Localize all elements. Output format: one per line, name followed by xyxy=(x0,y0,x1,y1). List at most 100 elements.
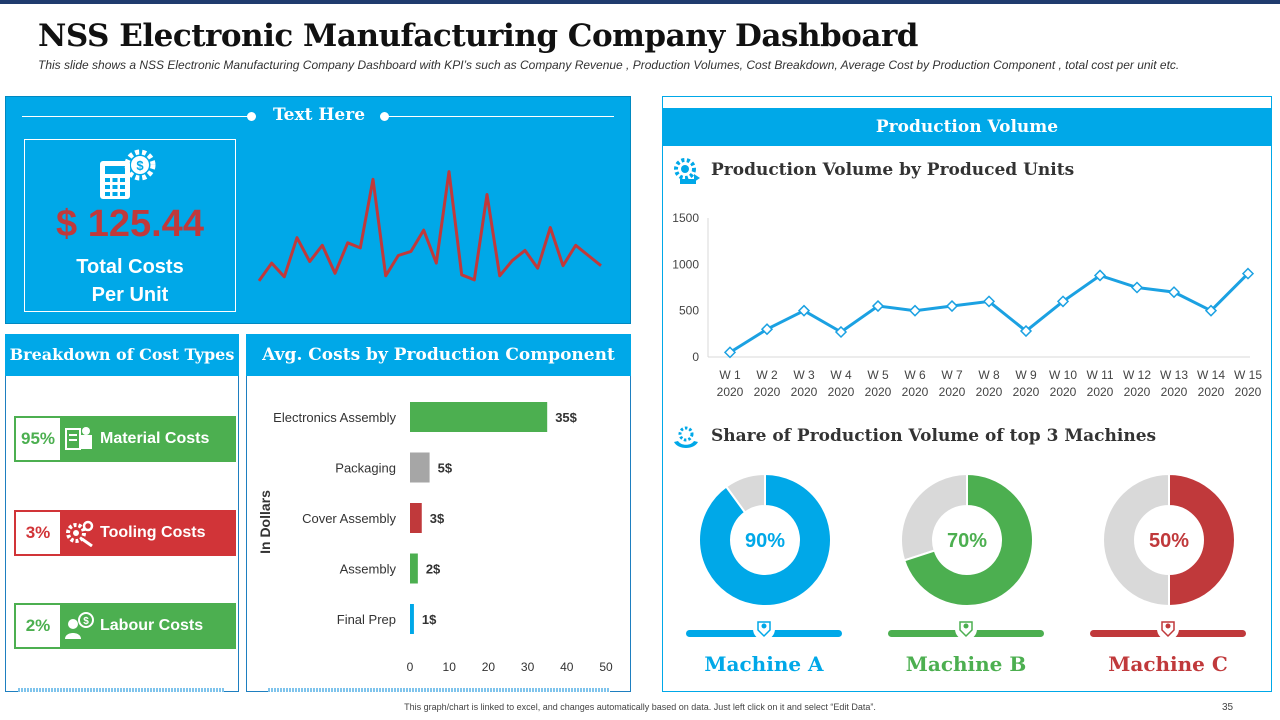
line-x-tick-year: 2020 xyxy=(1235,385,1262,399)
bar-x-tick: 30 xyxy=(521,660,535,674)
donut-share-slice xyxy=(698,472,832,607)
line-y-tick: 1000 xyxy=(672,257,699,271)
line-x-tick-year: 2020 xyxy=(717,385,744,399)
donut-percent-label: 50% xyxy=(1149,530,1189,552)
svg-text:$: $ xyxy=(136,158,144,173)
page-title: NSS Electronic Manufacturing Company Das… xyxy=(38,18,918,54)
line-point xyxy=(1056,295,1070,308)
kpi-box xyxy=(24,139,236,312)
avg-costs-heading: Avg. Costs by Production Component xyxy=(262,345,615,365)
line-point xyxy=(1019,324,1033,338)
cost-type-percent: 95% xyxy=(16,418,60,460)
line-point xyxy=(834,325,848,339)
bar-x-tick: 10 xyxy=(443,660,457,674)
heading-rule-left xyxy=(22,116,252,117)
cost-type-labour: 2% $ Labour Costs xyxy=(14,603,236,649)
line-point xyxy=(871,299,885,313)
total-cost-label-line1: Total Costs xyxy=(76,256,184,278)
donut-percent-label: 70% xyxy=(947,530,987,552)
production-header xyxy=(662,108,1272,146)
donut-share-slice xyxy=(902,472,1034,607)
breakdown-header xyxy=(5,334,239,376)
line-x-tick-week: W 12 xyxy=(1123,368,1151,382)
machine-a-label: Machine A xyxy=(704,652,824,676)
bar-y-axis-label: In Dollars xyxy=(257,490,273,554)
machine-icon-dot xyxy=(963,623,969,629)
line-x-tick-week: W 14 xyxy=(1197,368,1225,382)
line-x-tick-week: W 7 xyxy=(941,368,963,382)
line-x-tick-week: W 15 xyxy=(1234,368,1262,382)
total-cost-value: $ 125.44 xyxy=(56,203,204,245)
cost-type-tooling: 3% Tooling Costs xyxy=(14,510,236,556)
production-heading: Production Volume xyxy=(875,117,1059,137)
line-x-tick-year: 2020 xyxy=(1198,385,1225,399)
bar-category-label: Electronics Assembly xyxy=(273,410,396,425)
line-point xyxy=(908,304,922,317)
bar-value-label: 35$ xyxy=(555,410,577,425)
production-line-chart: 0 500 1000 1500 W 1 2020 W 2 2020 W 3 2020 W 4 2020… xyxy=(672,211,1262,399)
cost-type-percent: 3% xyxy=(16,512,60,554)
worker-coin-icon: $ xyxy=(65,612,94,639)
heading-dot-right xyxy=(380,112,389,121)
line-x-tick-year: 2020 xyxy=(828,385,855,399)
avg-costs-bar-chart: In Dollars Electronics Assembly 35$ Packag… xyxy=(257,402,613,674)
line-x-tick-year: 2020 xyxy=(939,385,966,399)
bar-category-label: Cover Assembly xyxy=(302,511,396,526)
line-x-tick-year: 2020 xyxy=(902,385,929,399)
line-x-tick-week: W 9 xyxy=(1015,368,1037,382)
line-x-tick-week: W 8 xyxy=(978,368,1000,382)
heading-rule-right xyxy=(386,116,614,117)
line-x-tick-week: W 2 xyxy=(756,368,778,382)
breakdown-heading: Breakdown of Cost Types xyxy=(9,345,235,364)
line-x-tick-year: 2020 xyxy=(1087,385,1114,399)
bar-x-tick: 40 xyxy=(560,660,574,674)
line-x-tick-year: 2020 xyxy=(1050,385,1077,399)
footer-note: This graph/chart is linked to excel, and… xyxy=(404,702,876,712)
machine-icon-dot xyxy=(1165,623,1171,629)
bar-2 xyxy=(410,452,430,483)
total-cost-panel xyxy=(5,96,631,324)
machine-icon xyxy=(757,621,771,638)
machine-share-donuts: 90% 70% 50% xyxy=(686,472,1246,640)
cost-type-material: 95% Material Costs xyxy=(14,416,236,462)
line-point xyxy=(982,295,996,308)
donut-remainder-slice xyxy=(1102,472,1170,608)
production-gear-icon xyxy=(674,158,700,184)
line-x-tick-week: W 11 xyxy=(1086,368,1113,382)
line-x-tick-week: W 4 xyxy=(830,368,852,382)
line-chart-title: Production Volume by Produced Units xyxy=(711,160,1075,180)
bar-category-label: Packaging xyxy=(335,461,396,476)
bar-4 xyxy=(410,553,418,584)
bar-value-label: 1$ xyxy=(422,612,437,627)
line-x-tick-year: 2020 xyxy=(1161,385,1188,399)
line-x-tick-week: W 5 xyxy=(867,368,889,382)
donut-remainder-slice xyxy=(900,472,968,562)
line-x-tick-year: 2020 xyxy=(791,385,818,399)
bar-3 xyxy=(410,503,422,533)
line-x-tick-week: W 1 xyxy=(719,368,741,382)
calculator-gear-icon: $ xyxy=(100,149,156,199)
bar-value-label: 2$ xyxy=(426,562,441,577)
line-x-tick-year: 2020 xyxy=(754,385,781,399)
line-point xyxy=(760,323,774,336)
total-cost-label-line2: Per Unit xyxy=(91,284,169,306)
breakdown-bottom-stripe xyxy=(18,688,224,692)
avg-costs-bottom-stripe xyxy=(268,688,610,692)
hand-gear-icon xyxy=(674,426,698,448)
line-x-tick-week: W 10 xyxy=(1049,368,1077,382)
bar-value-label: 5$ xyxy=(438,461,453,476)
line-x-tick-year: 2020 xyxy=(1124,385,1151,399)
line-x-tick-year: 2020 xyxy=(976,385,1003,399)
line-point xyxy=(797,304,811,317)
bar-category-label: Assembly xyxy=(340,562,397,577)
line-point xyxy=(945,299,959,313)
machine-b-label: Machine B xyxy=(905,652,1027,676)
gears-icon xyxy=(66,520,94,547)
page-number: 35 xyxy=(1222,702,1234,713)
bar-x-tick: 0 xyxy=(407,660,414,674)
avg-costs-header xyxy=(246,334,631,376)
machine-icon-dot xyxy=(761,623,767,629)
top-accent-bar xyxy=(0,0,1280,4)
donut-percent-label: 90% xyxy=(745,530,785,552)
bar-category-label: Final Prep xyxy=(337,612,396,627)
